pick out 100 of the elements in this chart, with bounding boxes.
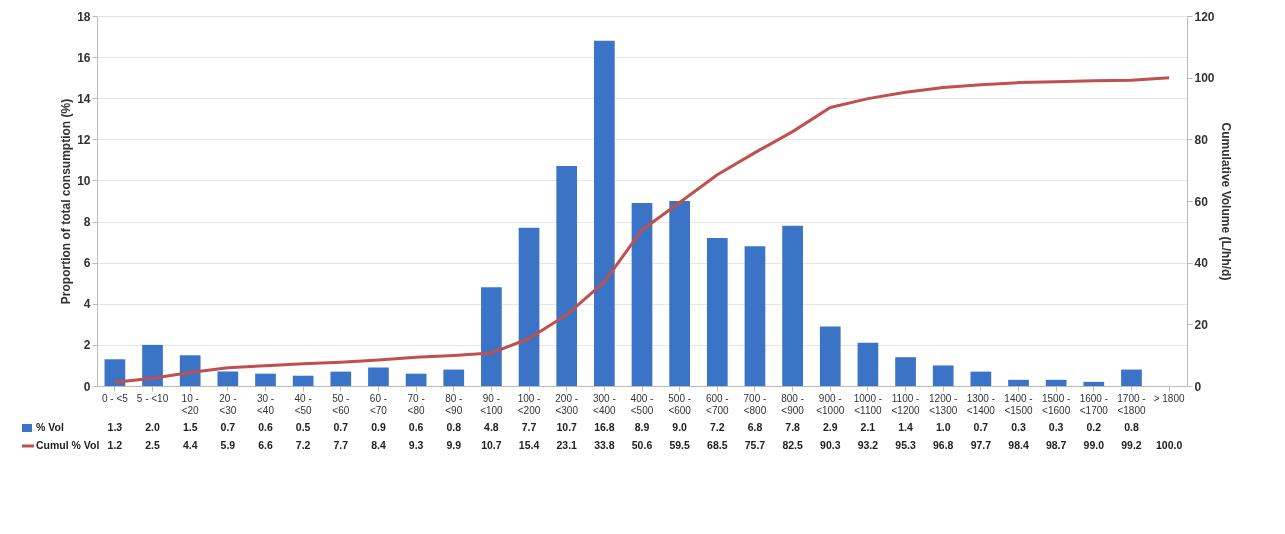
y-tick-label: 6 xyxy=(83,256,91,271)
data-label: 5.9 xyxy=(220,439,236,451)
y-tick-label: 18 xyxy=(77,9,91,24)
bar xyxy=(104,359,126,386)
bar xyxy=(179,355,201,386)
y-tick-label: 2 xyxy=(83,338,91,353)
data-label: 99.0 xyxy=(1083,439,1105,451)
data-label: 0.6 xyxy=(408,421,424,433)
y2-tick-label: 40 xyxy=(1194,256,1209,271)
y2-tick-label: 120 xyxy=(1194,9,1215,24)
data-label: 9.3 xyxy=(408,439,424,451)
data-label: 0.6 xyxy=(258,421,273,433)
data-label: 1.3 xyxy=(107,421,123,433)
data-label: 0.5 xyxy=(295,421,311,433)
x-tick-label: 1600 - <1700 xyxy=(1079,392,1109,416)
x-tick-label: 1700 - <1800 xyxy=(1117,392,1146,416)
data-label: 1.2 xyxy=(107,439,123,451)
x-tick-label: 90 - <100 xyxy=(480,392,504,416)
x-tick-label: 700 - <800 xyxy=(743,392,767,416)
bar xyxy=(1121,369,1142,386)
bar xyxy=(932,365,954,386)
y2-tick-label: 60 xyxy=(1194,194,1209,209)
data-label: 23.1 xyxy=(556,439,578,451)
data-label: 96.8 xyxy=(932,439,954,451)
bar xyxy=(330,371,352,386)
data-label: 0.8 xyxy=(1124,421,1139,433)
legend-label: % Vol xyxy=(36,421,64,433)
x-tick-label: 200 - <300 xyxy=(555,392,579,416)
bar xyxy=(255,373,276,386)
x-tick-label: > 1800 xyxy=(1153,392,1185,404)
bar xyxy=(556,166,578,386)
data-label: 7.2 xyxy=(295,439,311,451)
bar xyxy=(706,238,728,386)
x-tick-label: 1100 - <1200 xyxy=(891,392,921,416)
x-tick-label: 900 - <1000 xyxy=(816,392,845,416)
data-label: 82.5 xyxy=(782,439,803,451)
x-tick-label: 0 - <5 xyxy=(101,392,129,404)
y2-tick-label: 80 xyxy=(1194,132,1209,147)
data-label: 10.7 xyxy=(481,439,502,451)
data-label: 2.9 xyxy=(822,421,838,433)
y-tick-label: 12 xyxy=(77,132,91,147)
data-label: 95.3 xyxy=(895,439,916,451)
data-label: 9.0 xyxy=(672,421,688,433)
x-tick-label: 40 - <50 xyxy=(294,392,313,416)
data-label: 98.4 xyxy=(1008,439,1029,451)
data-label: 0.2 xyxy=(1086,421,1102,433)
bar xyxy=(443,369,465,386)
data-label: 9.9 xyxy=(446,439,462,451)
y-tick-label: 10 xyxy=(77,173,91,188)
data-label: 7.7 xyxy=(333,439,349,451)
data-label: 68.5 xyxy=(707,439,728,451)
data-label: 0.7 xyxy=(333,421,349,433)
x-tick-label: 1500 - <1600 xyxy=(1041,392,1071,416)
data-label: 1.0 xyxy=(935,421,951,433)
x-tick-label: 1300 - <1400 xyxy=(966,392,996,416)
data-label: 50.6 xyxy=(631,439,653,451)
data-label: 75.7 xyxy=(744,439,766,451)
data-label: 4.4 xyxy=(182,439,198,451)
x-tick-label: 1200 - <1300 xyxy=(929,392,958,416)
y2-tick-label: 0 xyxy=(1194,379,1202,394)
bar xyxy=(744,246,766,386)
bar xyxy=(895,357,916,386)
bar xyxy=(819,326,841,386)
x-tick-label: 1000 - <1100 xyxy=(853,392,883,416)
x-tick-label: 400 - <500 xyxy=(630,392,654,416)
bar xyxy=(518,227,540,386)
data-label: 8.4 xyxy=(371,439,386,451)
data-label: 1.4 xyxy=(898,421,914,433)
bar xyxy=(405,373,427,386)
data-label: 93.2 xyxy=(857,439,879,451)
bar xyxy=(481,287,502,386)
data-label: 59.5 xyxy=(669,439,691,451)
data-label: 99.2 xyxy=(1121,439,1142,451)
bar xyxy=(142,344,163,386)
data-label: 0.3 xyxy=(1011,421,1026,433)
y2-axis-title: Cumulative Volume (L/hh/d) xyxy=(1218,122,1233,281)
x-tick-label: 100 - <200 xyxy=(517,392,541,416)
x-tick-label: 1400 - <1500 xyxy=(1004,392,1033,416)
bar xyxy=(669,201,691,386)
x-tick-label: 300 - <400 xyxy=(592,392,617,416)
data-label: 1.5 xyxy=(182,421,198,433)
data-label: 16.8 xyxy=(594,421,615,433)
x-tick-label: 80 - <90 xyxy=(445,392,463,416)
data-label: 33.8 xyxy=(594,439,615,451)
bar xyxy=(292,375,314,386)
data-label: 0.7 xyxy=(973,421,989,433)
data-label: 2.1 xyxy=(860,421,876,433)
data-label: 6.6 xyxy=(258,439,273,451)
data-label: 0.9 xyxy=(371,421,386,433)
x-tick-label: 500 - <600 xyxy=(668,392,692,416)
data-label: 0.3 xyxy=(1048,421,1064,433)
data-label: 8.9 xyxy=(634,421,650,433)
data-label: 7.7 xyxy=(521,421,537,433)
y-tick-label: 14 xyxy=(77,91,91,106)
bar xyxy=(1083,381,1105,386)
data-label: 15.4 xyxy=(518,439,540,451)
data-label: 2.5 xyxy=(145,439,160,451)
data-label: 6.8 xyxy=(747,421,763,433)
x-tick-label: 30 - <40 xyxy=(256,392,275,416)
y-tick-label: 4 xyxy=(83,297,91,312)
